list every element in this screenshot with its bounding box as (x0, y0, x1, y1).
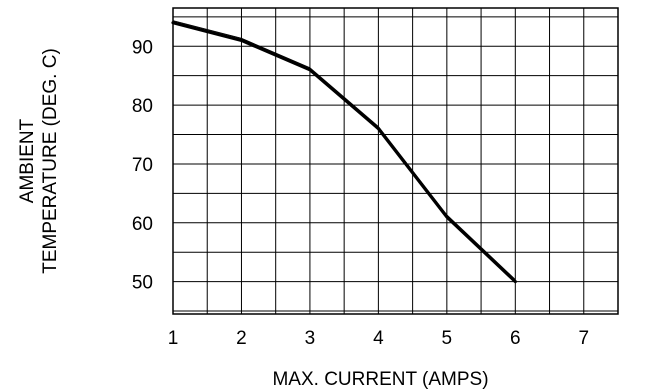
y-axis-label-line-1: AMBIENT (17, 118, 38, 203)
plot-frame (172, 7, 619, 315)
x-tick-label: 5 (442, 328, 453, 349)
y-axis-label-line-2: TEMPERATURE (DEG. C) (40, 48, 61, 274)
grid (172, 7, 619, 315)
y-tick-label: 50 (132, 273, 153, 294)
y-tick-label: 60 (132, 214, 153, 235)
x-tick-label: 2 (236, 328, 247, 349)
y-tick-label: 70 (132, 155, 153, 176)
tick-labels: 1 2 3 4 5 6 7 50 60 70 80 90 (132, 37, 589, 349)
y-tick-label: 90 (132, 37, 153, 58)
series-layer (171, 20, 517, 284)
series-line-0-edge (172, 20, 516, 280)
x-tick-label: 1 (168, 328, 179, 349)
axis-labels: MAX. CURRENT (AMPS) AMBIENT TEMPERATURE … (17, 48, 489, 390)
x-tick-label: 4 (373, 328, 384, 349)
series-line-0 (171, 21, 517, 284)
x-axis-label: MAX. CURRENT (AMPS) (272, 369, 488, 390)
x-tick-label: 3 (305, 328, 316, 349)
x-tick-label: 7 (578, 328, 589, 349)
x-tick-label: 6 (510, 328, 521, 349)
y-tick-label: 80 (132, 96, 153, 117)
